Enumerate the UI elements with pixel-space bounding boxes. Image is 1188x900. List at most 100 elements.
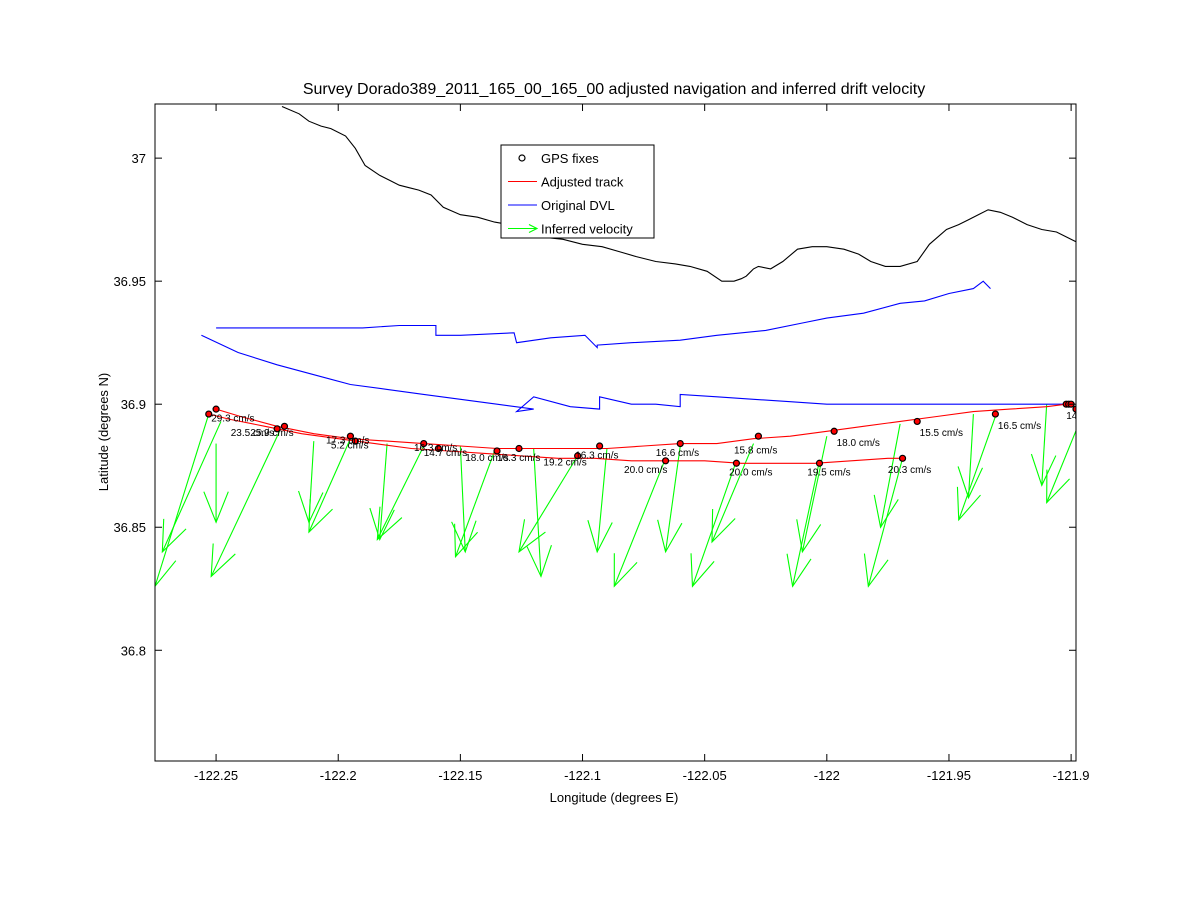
velocity-arrow-head: [161, 518, 187, 554]
velocity-arrow-shaft: [691, 460, 737, 587]
velocity-arrow: [786, 460, 821, 588]
velocity-arrow-head: [526, 544, 552, 578]
velocity-arrow-head: [451, 520, 477, 554]
velocity-arrow: [1046, 429, 1076, 505]
gps-fix-marker: [661, 457, 670, 465]
gps-fix-marker: [596, 442, 604, 450]
gps-fix-marker: [991, 410, 999, 418]
velocity-arrow-shaft: [533, 448, 542, 577]
y-axis: 36.8 36.85 36.9 36.95 37: [113, 151, 1076, 658]
legend-entry: Inferred velocity: [508, 222, 633, 237]
velocity-arrow: [376, 445, 425, 541]
velocity-arrow-shaft: [596, 448, 608, 552]
velocity-arrow-head: [957, 466, 984, 500]
x-tick-label: -122.1: [564, 768, 601, 783]
gps-fix-marker: [574, 452, 582, 460]
velocity-arrow-shaft: [454, 450, 496, 557]
legend-arrow-head: [528, 224, 539, 233]
velocity-arrow-head: [298, 490, 324, 524]
gps-fix-marker: [280, 422, 289, 430]
velocity-arrow-shaft: [379, 443, 388, 540]
velocity-arrow-head: [690, 553, 715, 588]
velocity-arrow-shaft: [1046, 429, 1076, 503]
velocity-arrow: [526, 448, 552, 578]
y-tick-label: 37: [132, 151, 146, 166]
velocity-arrow: [863, 458, 904, 588]
velocity-label: 19.2 cm/s: [543, 458, 586, 469]
gps-fix-marker: [754, 432, 763, 440]
velocity-arrow-shaft: [880, 423, 901, 528]
velocity-label: 16.3 cm/s: [575, 450, 618, 461]
velocity-label: 15.8 cm/s: [734, 445, 777, 456]
legend-label: GPS fixes: [541, 151, 599, 166]
y-axis-label: Latitude (degrees N): [96, 373, 111, 492]
gps-fix-marker: [898, 454, 907, 462]
velocity-label: 18.0 cm/s: [837, 438, 880, 449]
velocity-label: 25.9 cm/s: [250, 428, 293, 439]
velocity-label: 16.3 cm/s: [414, 443, 457, 454]
gps-fix-marker: [273, 425, 281, 433]
velocity-arrow-shaft: [161, 421, 222, 553]
velocity-arrow-head: [796, 519, 822, 554]
gps-fix-marker: [515, 444, 523, 453]
x-axis-label: Longitude (degrees E): [550, 790, 679, 805]
legend-label: Adjusted track: [541, 175, 624, 190]
velocity-arrow-head: [657, 519, 683, 554]
gps-fix-marker: [205, 410, 213, 418]
velocity-label: 17.3 cm/s: [326, 436, 369, 447]
velocity-label: 16.6 cm/s: [656, 448, 699, 459]
velocity-label: 14.7 cm/s: [424, 448, 467, 459]
velocity-arrow: [298, 441, 324, 524]
velocity-arrow: [956, 416, 996, 522]
velocity-arrow-shaft: [967, 414, 974, 498]
velocity-arrow: [161, 421, 222, 554]
velocity-label: 19.5 cm/s: [807, 468, 850, 479]
gps-fix-marker: [732, 459, 741, 467]
velocity-arrow: [155, 413, 210, 588]
velocity-arrow-shaft: [711, 443, 755, 543]
velocity-arrow-shaft: [155, 413, 210, 587]
gps-fix-marker: [676, 439, 684, 448]
velocity-arrow-head: [376, 506, 403, 541]
velocity-arrow-shaft: [958, 416, 996, 521]
x-tick-label: -122.15: [438, 768, 482, 783]
y-tick-label: 36.85: [113, 520, 146, 535]
velocity-label: 23.5 cm/s: [231, 428, 274, 439]
chart-title: Survey Dorado389_2011_165_00_165_00 adju…: [303, 81, 925, 98]
velocity-arrow: [711, 443, 755, 544]
y-tick-label: 36.8: [121, 643, 146, 658]
velocity-arrow-head: [454, 523, 478, 559]
legend-gps-marker: [518, 154, 526, 162]
velocity-label: 16.3 cm/s: [497, 453, 540, 464]
legend-entry: GPS fixes: [518, 151, 599, 166]
x-tick-label: -122: [814, 768, 840, 783]
velocity-arrow-head: [711, 508, 736, 544]
legend-entry: Original DVL: [508, 198, 615, 213]
coastline: [281, 105, 1076, 282]
axes-box: [154, 103, 1077, 762]
velocity-arrow: [369, 443, 395, 542]
gps-fix-marker: [493, 447, 501, 455]
velocity-arrow: [1030, 404, 1057, 487]
velocity-arrow-shaft: [308, 438, 351, 533]
velocity-arrow-head: [155, 560, 177, 588]
velocity-arrow-shaft: [665, 445, 681, 552]
velocity-label: 20.0 cm/s: [729, 468, 772, 479]
velocity-label: 16.5 cm/s: [998, 421, 1041, 432]
velocity-arrow-shaft: [376, 445, 425, 540]
legend-label: Inferred velocity: [541, 222, 633, 237]
plot-area: 29.3 cm/s 23.5 cm/s25.9 cm/s 17.3 cm/s5.2 …: [155, 105, 1076, 588]
velocity-arrow: [796, 436, 828, 554]
velocity-arrow-head: [210, 543, 236, 578]
y-tick-label: 36.9: [121, 397, 146, 412]
velocity-arrow: [587, 448, 613, 554]
velocity-arrow: [210, 431, 281, 578]
gps-fix-marker: [434, 444, 442, 453]
y-tick-label: 36.95: [113, 274, 146, 289]
velocity-arrow-head: [587, 520, 613, 554]
velocity-arrow-head: [863, 553, 889, 588]
velocity-arrow-head: [1046, 469, 1070, 505]
velocity-arrow: [613, 458, 667, 588]
velocity-arrow-shaft: [518, 455, 579, 553]
velocity-arrow: [873, 423, 901, 529]
